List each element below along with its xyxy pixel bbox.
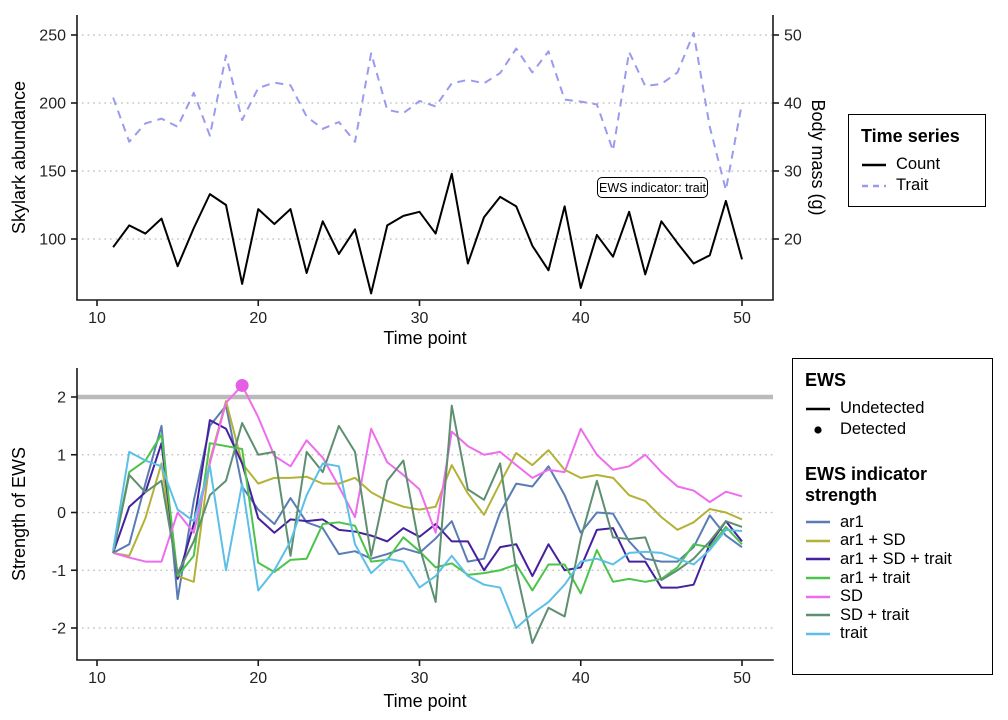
top-gridlines bbox=[76, 34, 774, 240]
series-ar1-trait bbox=[112, 433, 743, 595]
legend-item-ar1-SD: ar1 + SD bbox=[805, 531, 980, 551]
bottom-xtick-label: 30 bbox=[411, 670, 429, 687]
top-xtick-label: 10 bbox=[88, 310, 106, 327]
legend-item-SD-key bbox=[805, 589, 831, 605]
abundance-chart: 100 150 200 250 20 30 40 50 10 20 30 40 50 Time point… bbox=[9, 15, 828, 348]
time-series-legend-items: Count Trait bbox=[861, 154, 973, 196]
legend-item-ar1-trait-label: ar1 + trait bbox=[840, 568, 911, 587]
series-ar1-SD-trait bbox=[112, 419, 743, 589]
top-ytick-label: 200 bbox=[39, 96, 66, 113]
top-xtick-label: 40 bbox=[572, 310, 590, 327]
legend-item-SD: SD bbox=[805, 587, 980, 606]
top-ytick-right-label: 30 bbox=[784, 164, 802, 181]
series-ar1 bbox=[112, 404, 743, 601]
bottom-xtick-label: 20 bbox=[249, 670, 267, 687]
series-SD-trait bbox=[112, 404, 743, 645]
bottom-xtick-label: 10 bbox=[88, 670, 106, 687]
bottom-axes: -2 -1 0 1 2 10 20 30 40 50 bbox=[52, 368, 774, 687]
top-series bbox=[112, 31, 743, 295]
legend-item-ar1-key bbox=[805, 514, 831, 530]
bottom-gridlines bbox=[76, 453, 774, 629]
ews-indicator-annotation-text: EWS indicator: trait bbox=[599, 180, 706, 195]
time-series-legend: Time series Count Trait bbox=[848, 114, 986, 207]
bottom-xaxis-title: Time point bbox=[383, 691, 466, 711]
top-yaxis-left-title: Skylark abundance bbox=[9, 81, 29, 234]
top-ytick-right-label: 20 bbox=[784, 232, 802, 249]
series-ar1-SD bbox=[112, 400, 743, 583]
ews-indicator-annotation: EWS indicator: trait bbox=[597, 177, 708, 198]
legend-item-ar1-trait: ar1 + trait bbox=[805, 569, 980, 588]
top-yaxis-right-title: Body mass (g) bbox=[808, 99, 828, 215]
bottom-ytick-label: 2 bbox=[57, 390, 66, 407]
top-ytick-label: 100 bbox=[39, 232, 66, 249]
legend-item-detected: Detected bbox=[805, 419, 980, 440]
legend-point-glyph bbox=[814, 425, 822, 434]
legend-item-ar1-SD-trait-key bbox=[805, 551, 831, 567]
legend-item-ar1-SD-key bbox=[805, 533, 831, 549]
legend-item-ar1-SD-trait: ar1 + SD + trait bbox=[805, 550, 980, 569]
legend-item-ar1-label: ar1 bbox=[840, 512, 864, 531]
legend-item-SD-label: SD bbox=[840, 587, 863, 606]
series-trait bbox=[112, 450, 743, 629]
legend-item-trait: trait bbox=[805, 624, 980, 644]
legend-item-trait-key bbox=[805, 626, 831, 642]
legend-item-ar1-SD-trait-label: ar1 + SD + trait bbox=[840, 549, 952, 568]
bottom-ytick-label: 1 bbox=[57, 447, 66, 464]
ews-strength-legend-items: ar1 ar1 + SD ar1 + SD + trait ar1 + trait SD… bbox=[805, 513, 980, 643]
bottom-ytick-label: 0 bbox=[57, 505, 66, 522]
top-xaxis-title: Time point bbox=[383, 328, 466, 348]
top-ytick-right-label: 40 bbox=[784, 96, 802, 113]
ews-legend: EWS Undetected Detected EWS indicator str… bbox=[792, 358, 993, 675]
ews-legend-title: EWS bbox=[805, 370, 847, 390]
ews-strength-chart: -2 -1 0 1 2 10 20 30 40 50 Time point Strength of E… bbox=[9, 368, 774, 711]
legend-item-trait-key bbox=[861, 178, 887, 194]
legend-item-count-key bbox=[861, 157, 887, 173]
ews-detection-legend-items: Undetected Detected bbox=[805, 398, 980, 440]
detected-point bbox=[235, 378, 249, 392]
bottom-yaxis-title: Strength of EWS bbox=[9, 447, 29, 581]
legend-item-count: Count bbox=[861, 154, 973, 175]
legend-item-ar1-SD-label: ar1 + SD bbox=[840, 531, 906, 550]
series-trait bbox=[112, 31, 743, 192]
series-count bbox=[112, 172, 743, 295]
bottom-ytick-label: -1 bbox=[52, 563, 66, 580]
top-xtick-label: 50 bbox=[733, 310, 751, 327]
top-xtick-label: 20 bbox=[249, 310, 267, 327]
legend-item-undetected: Undetected bbox=[805, 398, 980, 419]
legend-item-ar1: ar1 bbox=[805, 513, 980, 532]
series-SD bbox=[112, 384, 743, 563]
bottom-xtick-label: 50 bbox=[733, 670, 751, 687]
bottom-ytick-label: -2 bbox=[52, 621, 66, 638]
ews-strength-legend-title: EWS indicator strength bbox=[805, 464, 928, 505]
time-series-legend-title: Time series bbox=[861, 126, 960, 146]
legend-item-detected-key bbox=[805, 422, 831, 438]
top-axes: 100 150 200 250 20 30 40 50 10 20 30 40 50 bbox=[39, 15, 802, 327]
bottom-xtick-label: 40 bbox=[572, 670, 590, 687]
top-ytick-label: 250 bbox=[39, 28, 66, 45]
top-xtick-label: 30 bbox=[411, 310, 429, 327]
legend-item-SD-trait-key bbox=[805, 607, 831, 623]
legend-item-trait-label: Trait bbox=[896, 176, 929, 194]
legend-item-undetected-key bbox=[805, 401, 831, 417]
legend-item-trait-label: trait bbox=[840, 624, 868, 643]
legend-item-count-label: Count bbox=[896, 155, 941, 173]
top-ytick-right-label: 50 bbox=[784, 28, 802, 45]
top-ytick-label: 150 bbox=[39, 164, 66, 181]
legend-item-undetected-label: Undetected bbox=[840, 399, 925, 417]
legend-item-SD-trait: SD + trait bbox=[805, 606, 980, 625]
legend-item-trait: Trait bbox=[861, 175, 973, 196]
legend-item-ar1-trait-key bbox=[805, 570, 831, 586]
bottom-series bbox=[112, 384, 743, 645]
legend-item-SD-trait-label: SD + trait bbox=[840, 605, 910, 624]
legend-item-detected-label: Detected bbox=[840, 420, 907, 438]
